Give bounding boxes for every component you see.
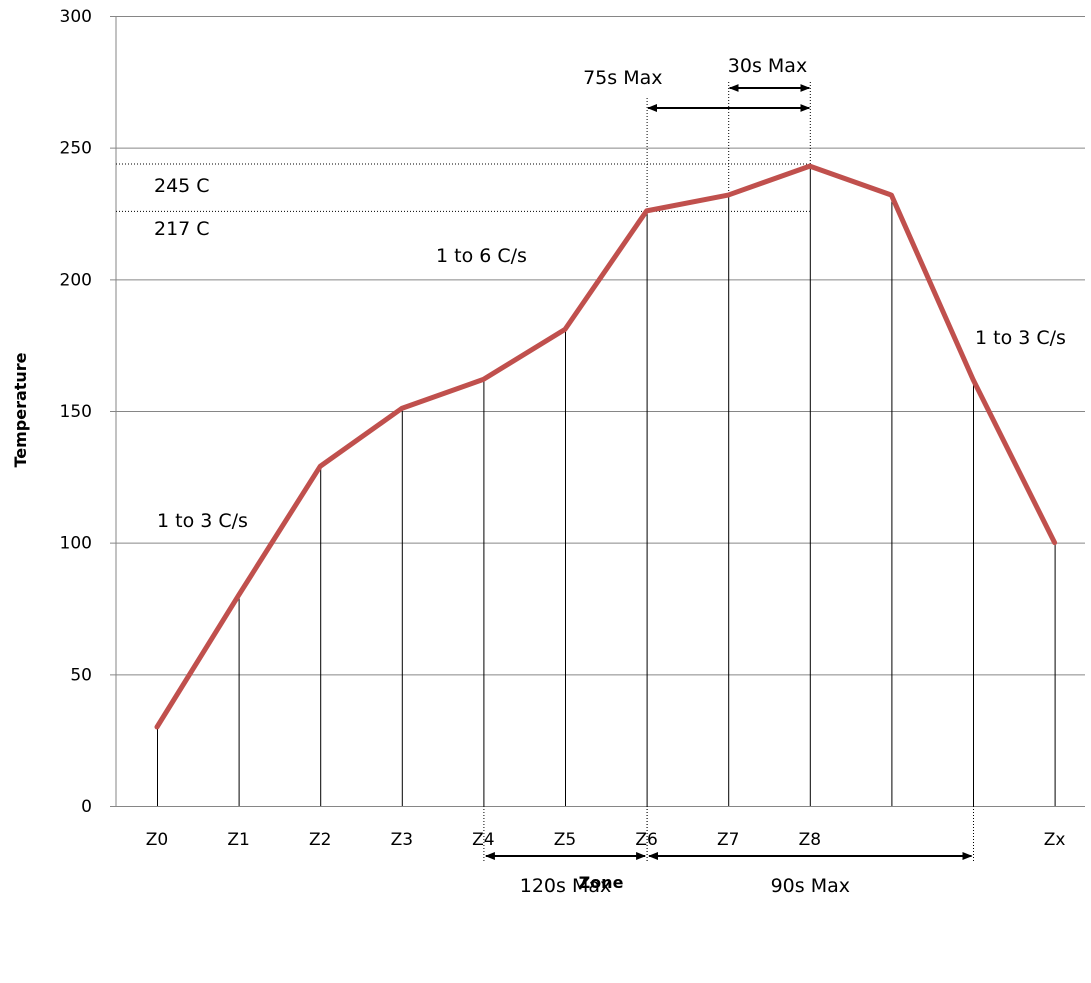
y-tick-label: 150	[60, 402, 92, 422]
x-tick-label: Z1	[227, 830, 249, 850]
x-tick-label: Z8	[799, 830, 821, 850]
span-label: 30s Max	[728, 55, 807, 77]
x-tick-label: Z7	[717, 830, 739, 850]
y-tick-label: 0	[81, 797, 92, 817]
x-tick-label: Z0	[146, 830, 168, 850]
x-tick-label: Z6	[635, 830, 657, 850]
x-tick-label: Z3	[391, 830, 413, 850]
y-tick-label: 300	[60, 7, 92, 27]
span-label: 75s Max	[583, 67, 662, 89]
y-tick-label: 200	[60, 270, 92, 290]
reference-line-label: 245 C	[154, 175, 210, 197]
y-tick-label: 100	[60, 534, 92, 554]
span-label: 120s Max	[520, 875, 611, 897]
reference-line-label: 217 C	[154, 218, 210, 240]
ramp-mid-annotation: 1 to 6 C/s	[436, 245, 527, 267]
y-axis-title: Temperature	[11, 352, 30, 467]
ramp-up-annotation: 1 to 3 C/s	[157, 510, 248, 532]
x-tick-label: Z4	[472, 830, 494, 850]
series-line	[154, 163, 1058, 730]
y-tick-label: 50	[70, 665, 92, 685]
x-axis-title: Zone	[579, 873, 624, 892]
x-tick-label: Z2	[309, 830, 331, 850]
span-label: 90s Max	[771, 875, 850, 897]
x-tick-label: Zx	[1044, 830, 1066, 850]
y-tick-label: 250	[60, 139, 92, 159]
ramp-down-annotation: 1 to 3 C/s	[975, 327, 1066, 349]
x-tick-label: Z5	[554, 830, 576, 850]
